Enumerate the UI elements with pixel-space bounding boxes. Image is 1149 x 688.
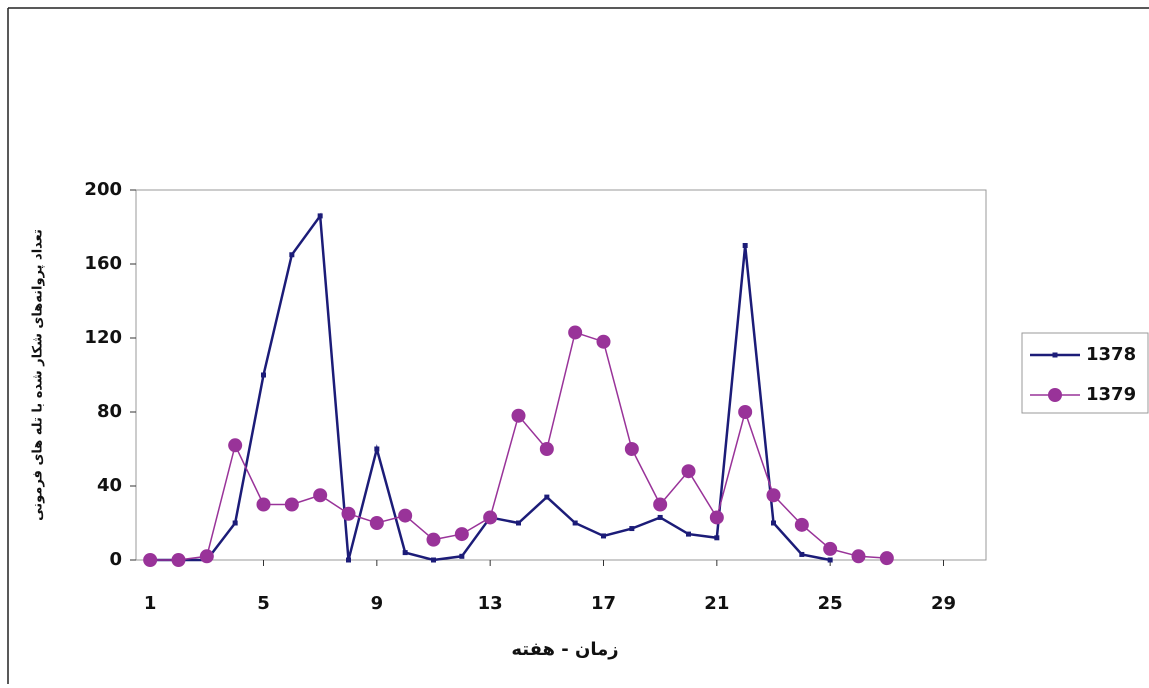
point xyxy=(681,464,696,479)
point xyxy=(341,506,356,521)
point xyxy=(284,497,299,512)
point xyxy=(629,526,635,532)
point xyxy=(143,553,158,567)
point xyxy=(426,532,441,547)
point xyxy=(568,325,583,340)
point xyxy=(653,497,668,512)
point xyxy=(511,408,526,423)
point xyxy=(199,549,214,564)
legend xyxy=(1021,332,1149,414)
x-tick-label: 17 xyxy=(591,593,616,614)
legend-label: 1378 xyxy=(1086,344,1136,365)
point xyxy=(459,553,465,559)
point xyxy=(714,535,720,541)
legend-label: 1379 xyxy=(1086,384,1136,405)
plot-area xyxy=(135,189,987,561)
point xyxy=(346,557,351,563)
y-tick-label: 160 xyxy=(84,253,122,274)
y-tick-label: 0 xyxy=(109,549,122,570)
point xyxy=(596,334,611,349)
point xyxy=(454,527,469,542)
point xyxy=(228,438,243,453)
point xyxy=(799,551,805,557)
x-tick-label: 5 xyxy=(257,593,270,614)
point xyxy=(709,510,724,525)
point xyxy=(317,213,323,219)
x-tick-label: 9 xyxy=(371,593,384,614)
point xyxy=(766,488,781,503)
point xyxy=(313,488,328,503)
point xyxy=(232,520,238,526)
point xyxy=(402,550,408,556)
legend-marker xyxy=(1052,352,1058,358)
point xyxy=(256,497,271,512)
point xyxy=(879,551,894,566)
point xyxy=(624,442,639,456)
y-tick-label: 120 xyxy=(84,327,122,348)
point xyxy=(686,531,691,537)
point xyxy=(742,243,748,248)
point xyxy=(431,557,436,563)
x-tick-label: 1 xyxy=(144,593,157,614)
point xyxy=(539,442,554,456)
point xyxy=(374,446,380,452)
point xyxy=(601,533,606,539)
legend-marker xyxy=(1048,388,1062,402)
point xyxy=(823,541,838,556)
point xyxy=(572,520,578,526)
x-tick-label: 13 xyxy=(478,593,503,614)
y-tick-label: 80 xyxy=(97,401,122,422)
point xyxy=(794,517,809,532)
point xyxy=(657,514,663,520)
x-axis-label: زمان - هفته xyxy=(511,639,618,660)
y-axis-label: تعداد پروانه‌های شکار شده با تله های فرم… xyxy=(31,229,46,521)
point xyxy=(398,508,413,523)
point xyxy=(289,252,295,258)
point xyxy=(851,549,866,564)
point xyxy=(261,372,266,378)
point xyxy=(369,516,384,530)
x-tick-label: 21 xyxy=(704,593,729,614)
x-tick-label: 29 xyxy=(931,593,956,614)
x-tick-label: 25 xyxy=(818,593,843,614)
point xyxy=(827,557,833,563)
point xyxy=(544,494,550,500)
point xyxy=(738,405,753,419)
y-tick-label: 40 xyxy=(97,475,122,496)
y-tick-label: 200 xyxy=(84,179,122,200)
point xyxy=(516,520,521,526)
point xyxy=(171,553,186,567)
point xyxy=(771,520,776,526)
point xyxy=(483,510,498,525)
